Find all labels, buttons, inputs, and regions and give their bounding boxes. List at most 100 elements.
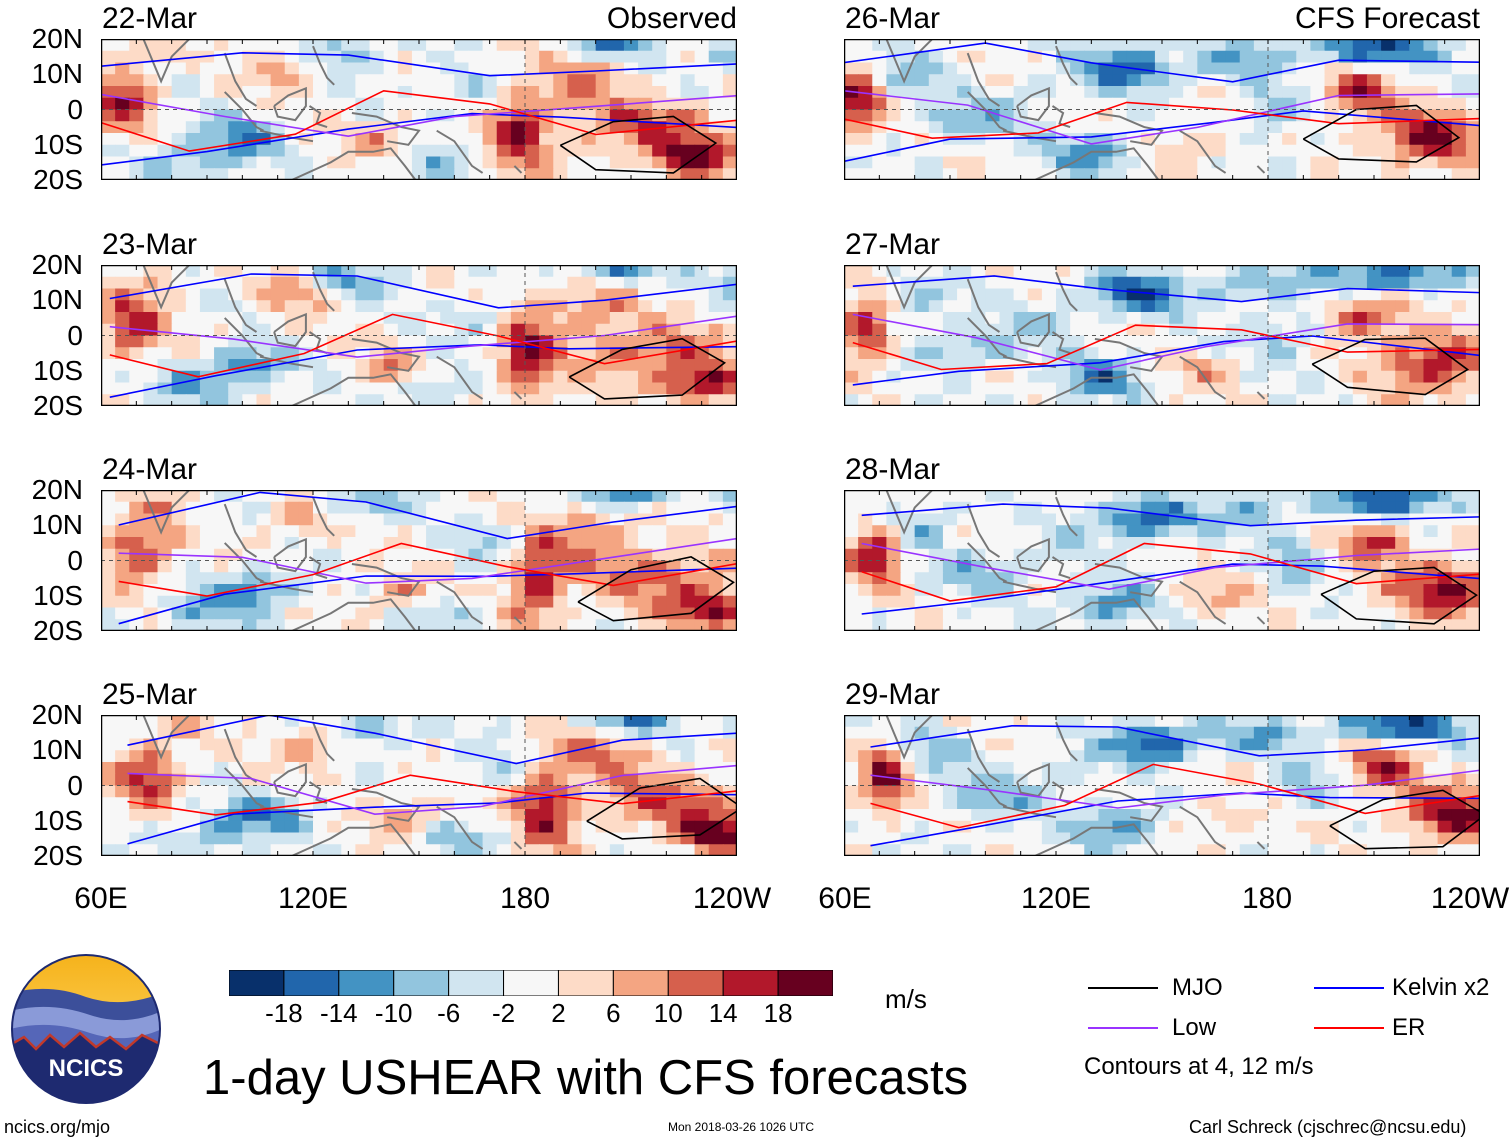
heatmap-cell	[298, 144, 314, 158]
heatmap-cell	[914, 121, 930, 134]
heatmap-cell	[1352, 762, 1368, 775]
heatmap-cell	[1140, 39, 1156, 52]
panel-date: 25-Mar	[102, 678, 198, 711]
heatmap-cell	[1324, 300, 1340, 313]
heatmap-cell	[1310, 738, 1326, 751]
heatmap-cell	[1154, 370, 1170, 384]
heatmap-cell	[214, 97, 229, 111]
heatmap-cell	[1211, 525, 1227, 538]
heatmap-cell	[581, 144, 597, 158]
heatmap-cell	[171, 762, 187, 775]
heatmap-cell	[1465, 265, 1480, 278]
heatmap-cell	[426, 382, 441, 395]
heatmap-cell	[722, 144, 737, 158]
heatmap-cell	[157, 156, 173, 169]
heatmap-cell	[900, 797, 916, 810]
heatmap-cell	[581, 537, 597, 550]
heatmap-cell	[327, 501, 342, 515]
heatmap-cell	[844, 288, 859, 301]
heatmap-cell	[1027, 62, 1043, 75]
heatmap-cell	[171, 513, 187, 526]
heatmap-cell	[482, 359, 498, 372]
heatmap-cell	[1381, 844, 1396, 856]
heatmap-cell	[525, 844, 540, 856]
heatmap-cell	[1451, 370, 1467, 384]
heatmap-cell	[440, 50, 455, 64]
heatmap-cell	[539, 715, 554, 728]
heatmap-cell	[1225, 797, 1241, 810]
heatmap-cell	[1098, 537, 1114, 550]
heatmap-cell	[1437, 501, 1453, 515]
heatmap-cell	[1183, 276, 1198, 290]
wave-contour	[568, 337, 727, 400]
heatmap-cell	[525, 490, 540, 503]
heatmap-cell	[1070, 607, 1085, 620]
heatmap-cell	[242, 844, 258, 856]
heatmap-cell	[313, 133, 328, 146]
heatmap-cell	[1465, 168, 1480, 180]
heatmap-cell	[1169, 133, 1184, 146]
heatmap-cell	[914, 513, 930, 526]
heatmap-cell	[228, 276, 243, 290]
heatmap-cell	[900, 133, 916, 146]
heatmap-cell	[638, 144, 653, 158]
heatmap-cell	[553, 726, 568, 740]
heatmap-cell	[1409, 726, 1425, 740]
coastline	[1179, 580, 1227, 625]
coastline	[273, 537, 307, 573]
heatmap-cell	[454, 276, 470, 290]
y-tick-label: 0	[67, 319, 83, 351]
heatmap-cell	[609, 109, 625, 122]
heatmap-cell	[1366, 144, 1382, 158]
heatmap-cell	[1268, 797, 1283, 810]
heatmap-cell	[1041, 300, 1057, 313]
heatmap-cell	[214, 560, 229, 573]
heatmap-cell	[1437, 62, 1453, 75]
heatmap-cell	[957, 265, 972, 278]
heatmap-cell	[942, 572, 958, 585]
heatmap-cell	[1451, 86, 1467, 99]
coastline	[1051, 556, 1071, 580]
heatmap-cell	[844, 619, 859, 631]
heatmap-cell	[985, 750, 1001, 763]
heatmap-cell	[1126, 312, 1142, 325]
heatmap-cell	[886, 619, 902, 631]
heatmap-cell	[1465, 490, 1480, 503]
heatmap-cell	[1253, 607, 1269, 620]
heatmap-cell	[971, 844, 986, 856]
heatmap-cell	[1395, 97, 1410, 111]
heatmap-cell	[1197, 394, 1213, 406]
heatmap-cell	[143, 619, 159, 631]
heatmap-cell	[1465, 121, 1480, 134]
heatmap-cell	[1013, 394, 1029, 406]
heatmap-cell	[638, 168, 653, 180]
heatmap-cell	[426, 773, 441, 787]
heatmap-cell	[1169, 820, 1184, 834]
heatmap-cell	[115, 265, 130, 278]
heatmap-cell	[539, 347, 554, 360]
heatmap-cell	[510, 572, 526, 585]
heatmap-cell	[1013, 607, 1029, 620]
heatmap-cell	[985, 323, 1001, 337]
heatmap-cell	[1310, 133, 1326, 146]
heatmap-cell	[957, 525, 972, 538]
heatmap-cell	[1056, 86, 1071, 99]
heatmap-cell	[1437, 323, 1453, 337]
heatmap-cell	[157, 715, 173, 728]
y-tick-label: 0	[67, 544, 83, 576]
heatmap-cell	[858, 39, 873, 52]
heatmap-cell	[539, 359, 554, 372]
heatmap-cell	[510, 382, 526, 395]
heatmap-cell	[397, 144, 413, 158]
heatmap-cell	[355, 312, 371, 325]
heatmap-cell	[397, 168, 413, 180]
heatmap-cell	[1409, 537, 1425, 550]
heatmap-cell	[652, 144, 667, 158]
heatmap-cell	[886, 525, 902, 538]
heatmap-cell	[1465, 50, 1480, 64]
heatmap-cell	[383, 785, 399, 798]
heatmap-cell	[914, 607, 930, 620]
heatmap-cell	[1211, 347, 1227, 360]
heatmap-cell	[666, 168, 682, 180]
heatmap-cell	[454, 501, 470, 515]
